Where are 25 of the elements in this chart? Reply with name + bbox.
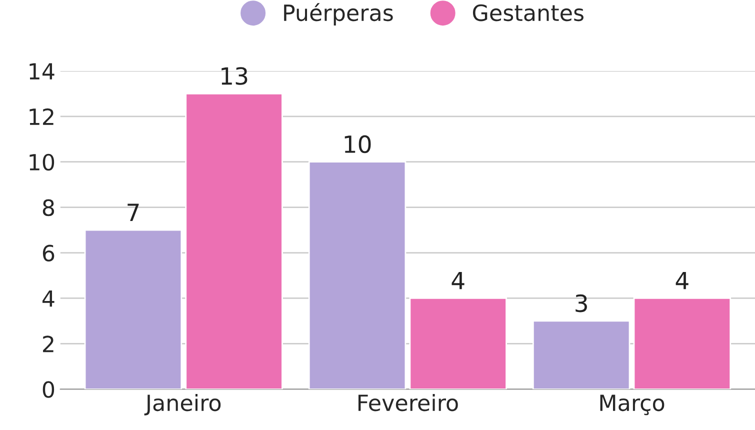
- y-tick-label: 8: [42, 199, 54, 216]
- bar: [633, 298, 732, 390]
- data-label: 4: [452, 272, 464, 290]
- bar: [84, 229, 182, 390]
- x-tick-label: Março: [600, 394, 664, 416]
- data-label: 13: [222, 67, 248, 85]
- bar: [409, 298, 507, 390]
- y-tick-label: 14: [30, 63, 54, 80]
- data-label: 3: [576, 294, 587, 312]
- x-tick-label: Janeiro: [144, 394, 221, 416]
- y-tick-label: 6: [42, 244, 54, 262]
- bar: [308, 161, 406, 390]
- legend-label: Gestantes: [472, 4, 584, 22]
- data-label: 4: [676, 272, 688, 290]
- y-tick-label: 10: [30, 154, 54, 171]
- legend-label: Puérperas: [284, 3, 393, 26]
- y-tick-label: 2: [43, 336, 54, 352]
- y-tick-label: 4: [42, 290, 54, 307]
- data-label: 7: [128, 204, 139, 221]
- y-tick-label: 0: [42, 381, 54, 398]
- bar: [185, 92, 283, 390]
- data-label: 10: [344, 135, 371, 154]
- bar: [532, 320, 630, 390]
- y-tick-label: 12: [30, 108, 54, 125]
- x-tick-label: Fevereiro: [358, 394, 458, 412]
